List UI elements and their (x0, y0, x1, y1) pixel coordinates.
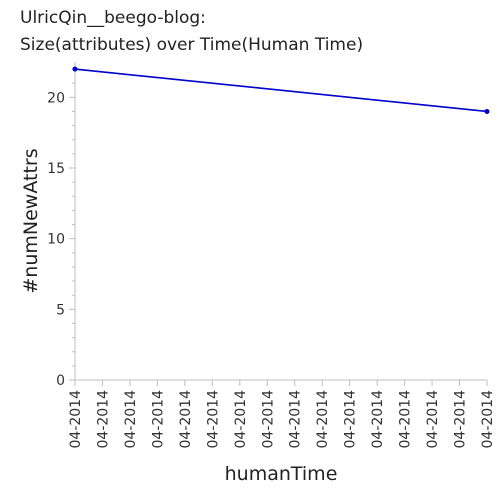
data-point (72, 66, 78, 72)
series-layer (72, 66, 490, 114)
x-tick-label: 04-2014 (370, 390, 386, 449)
y-ticks: 0 5 10 15 20 (47, 68, 75, 389)
y-tick-label: 15 (47, 161, 65, 177)
y-axis-label: #numNewAttrs (20, 148, 42, 293)
y-axis: 0 5 10 15 20 (47, 62, 76, 389)
x-tick-label: 04-2014 (205, 390, 221, 449)
x-ticks: 04-2014 04-2014 04-2014 04-2014 04-2014 04-20… (68, 380, 496, 449)
x-tick-label: 04-2014 (68, 390, 84, 449)
x-tick-label: 04-2014 (315, 390, 331, 449)
y-tick-label: 10 (47, 232, 65, 248)
y-tick-label: 0 (56, 373, 65, 389)
x-tick-label: 04-2014 (425, 390, 441, 449)
x-tick-label: 04-2014 (95, 390, 111, 449)
x-tick-label: 04-2014 (398, 390, 414, 449)
x-axis: 04-2014 04-2014 04-2014 04-2014 04-2014 04-20… (68, 379, 496, 449)
x-tick-label: 04-2014 (123, 390, 139, 449)
x-axis-label: humanTime (225, 463, 338, 485)
series-line (74, 68, 488, 113)
x-tick-label: 04-2014 (288, 390, 304, 449)
chart-subtitle: Size(attributes) over Time(Human Time) (20, 35, 363, 55)
x-tick-label: 04-2014 (178, 390, 194, 449)
data-point (484, 108, 490, 114)
y-tick-label: 20 (47, 90, 65, 106)
x-tick-label: 04-2014 (453, 390, 469, 449)
x-tick-label: 04-2014 (150, 390, 166, 449)
x-tick-label: 04-2014 (260, 390, 276, 449)
y-tick-label: 5 (56, 302, 65, 318)
chart-title: UlricQin__beego-blog: (20, 8, 206, 28)
x-tick-label: 04-2014 (233, 390, 249, 449)
x-tick-label: 04-2014 (343, 390, 359, 449)
x-tick-label: 04-2014 (480, 390, 496, 449)
